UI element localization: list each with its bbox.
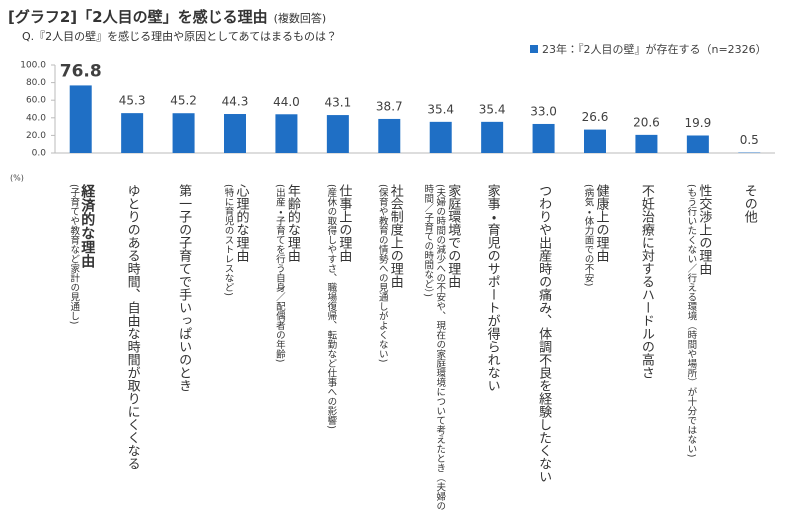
category-main: 心理的な理由: [233, 184, 249, 262]
x-category-label: その他: [742, 184, 757, 512]
category-note: (保育や教育の情勢への見通しがよくない): [376, 184, 388, 363]
bar: [378, 118, 401, 153]
bar: [584, 129, 606, 153]
legend-label: 23年：『2人目の壁』が存在する（n=2326）: [542, 42, 767, 56]
category-main: 家事・育児のサポートが得られない: [484, 184, 500, 392]
category-main: つわりや出産時の痛み、体調不良を経験したくない: [536, 184, 552, 483]
chart-title: [グラフ2]「2人目の壁」を感じる理由: [8, 8, 268, 26]
category-main: 仕事上の理由: [336, 184, 352, 262]
bar: [686, 135, 709, 153]
category-note: (特に育児のストレスなど): [222, 184, 234, 296]
bar: [121, 113, 144, 153]
category-main: 家庭環境での理由: [445, 184, 461, 288]
x-category-label: 第一子の子育てで手いっぱいのとき: [176, 184, 191, 512]
x-category-label: 不妊治療に対するハードルの高さ: [639, 184, 654, 512]
bar: [635, 134, 658, 153]
category-note: (病気・体力面での不安): [582, 184, 594, 287]
bar: [481, 121, 504, 153]
x-category-label: ゆとりのある時間、自由な時間が取りにくくなる: [125, 184, 140, 512]
category-note: (出産・子育てを行う自身／配偶者の年齢): [273, 184, 285, 363]
value-label: 0.5: [740, 133, 759, 147]
value-label: 44.3: [222, 95, 249, 109]
value-label: 26.6: [582, 110, 609, 124]
chart-title-block: [グラフ2]「2人目の壁」を感じる理由 (複数回答): [8, 6, 326, 27]
category-main: 不妊治療に対するハードルの高さ: [638, 184, 654, 379]
y-tick-label: 0.0: [32, 149, 47, 159]
x-category-label: 経済的な理由 (子育てや教育など家計の見通し): [67, 184, 96, 512]
category-note: (夫婦の時間の減少への不安や、現在の家庭環境について考えたとき（夫婦の時間／子育…: [422, 184, 446, 511]
category-main: 性交渉上の理由: [696, 184, 712, 275]
bar: [224, 114, 246, 153]
chart-title-note: (複数回答): [273, 12, 327, 25]
value-label: 43.1: [324, 96, 351, 110]
bar: [172, 113, 195, 153]
bar: [69, 85, 92, 153]
category-note: (もう行いたくない／行える環境（時間や場所）が十分ではない): [685, 184, 697, 458]
x-category-label: 家事・育児のサポートが得られない: [485, 184, 500, 512]
value-label: 35.4: [479, 102, 506, 116]
bar: [326, 115, 349, 153]
category-main: 健康上の理由: [593, 184, 609, 262]
bar: [429, 121, 452, 153]
x-category-label: 健康上の理由 (病気・体力面での不安): [582, 184, 609, 512]
value-label: 45.3: [119, 94, 146, 108]
y-tick-label: 100.0: [20, 61, 46, 71]
y-unit: (%): [10, 174, 24, 183]
legend-swatch: [530, 45, 538, 53]
category-note: (産休の取得しやすさ、職場復帰、転勤など仕事への影響): [325, 184, 337, 429]
x-category-label: 家庭環境での理由 (夫婦の時間の減少への不安や、現在の家庭環境について考えたとき（…: [421, 184, 460, 512]
x-category-label: 社会制度上の理由 (保育や教育の情勢への見通しがよくない): [376, 184, 403, 512]
x-category-label: 心理的な理由 (特に育児のストレスなど): [222, 184, 249, 512]
y-tick-label: 40.0: [26, 113, 46, 123]
value-label: 20.6: [633, 115, 660, 129]
value-label: 44.0: [273, 95, 300, 109]
bar: [532, 123, 555, 153]
x-category-label: 年齢的な理由 (出産・子育てを行う自身／配偶者の年齢): [273, 184, 300, 512]
category-main: 経済的な理由: [79, 184, 96, 268]
value-label: 76.8: [60, 61, 102, 81]
x-category-label: つわりや出産時の痛み、体調不良を経験したくない: [536, 184, 551, 512]
y-tick-label: 80.0: [26, 78, 46, 88]
value-label: 45.2: [170, 94, 197, 108]
value-label: 38.7: [376, 99, 403, 113]
value-label: 19.9: [684, 116, 711, 130]
bar: [275, 114, 298, 153]
x-category-label: 性交渉上の理由 (もう行いたくない／行える環境（時間や場所）が十分ではない): [684, 184, 711, 512]
category-main: その他: [741, 184, 757, 223]
y-tick-label: 60.0: [26, 96, 46, 106]
category-main: 年齢的な理由: [284, 184, 300, 262]
category-main: 社会制度上の理由: [387, 184, 403, 288]
chart-subtitle: Q.『2人目の壁』を感じる理由や原因としてあてはまるものは？: [22, 30, 338, 43]
category-main: 第一子の子育てで手いっぱいのとき: [176, 184, 192, 392]
category-main: ゆとりのある時間、自由な時間が取りにくくなる: [124, 184, 140, 470]
value-label: 35.4: [427, 102, 454, 116]
x-category-label: 仕事上の理由 (産休の取得しやすさ、職場復帰、転勤など仕事への影響): [324, 184, 351, 512]
y-tick-label: 20.0: [26, 131, 46, 141]
category-note: (子育てや教育など家計の見通し): [68, 184, 80, 325]
value-label: 33.0: [530, 104, 557, 118]
